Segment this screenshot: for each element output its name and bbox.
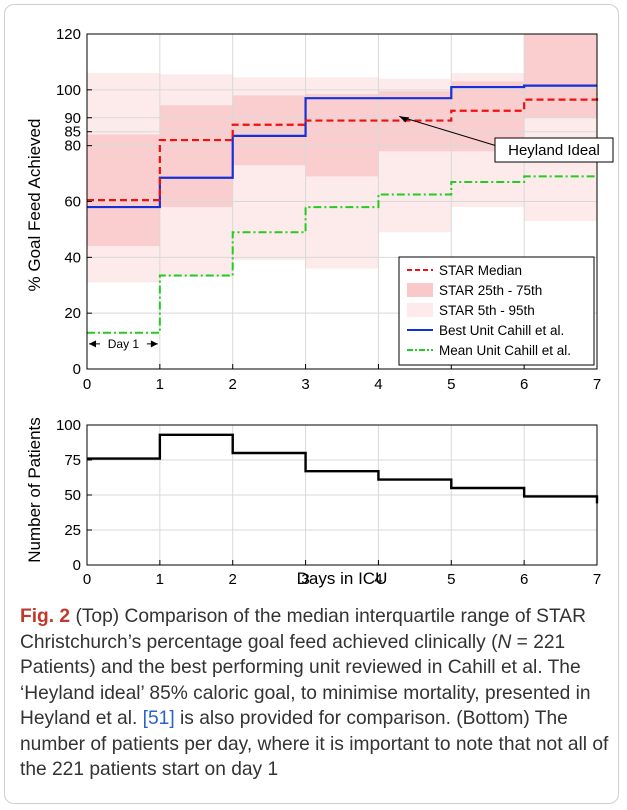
bottom-ytick-label-100: 100 xyxy=(56,417,81,434)
heyland-label-box xyxy=(494,137,614,163)
top-xtick-label-2: 2 xyxy=(229,376,237,393)
caption-label: Fig. 2 xyxy=(20,606,71,627)
top-xtick-label-3: 3 xyxy=(301,376,309,393)
bottom-ytick-label-0: 0 xyxy=(73,557,81,574)
series-number-of-patients xyxy=(87,433,599,504)
bottom-xtick-label-0: 0 xyxy=(83,571,91,588)
legend-label-mean-unit-cahill-et-al: Mean Unit Cahill et al. xyxy=(439,343,571,358)
top-ytick-label-40: 40 xyxy=(64,249,81,266)
caption-text-1: (Top) Comparison of the median interquar… xyxy=(20,606,586,653)
top-ytick-label-90: 90 xyxy=(64,110,81,127)
bottom-xtick-label-2: 2 xyxy=(229,571,237,588)
day1-label: Day 1 xyxy=(108,337,140,351)
legend-label-best-unit-cahill-et-al: Best Unit Cahill et al. xyxy=(439,323,564,338)
legend-label-star-25th-75th: STAR 25th - 75th xyxy=(439,283,542,298)
series-star-median xyxy=(87,94,599,202)
heyland-label: Heyland Ideal xyxy=(508,142,600,159)
series-mean-unit-cahill xyxy=(87,175,597,334)
top-ytick-label-80: 80 xyxy=(64,138,81,155)
top-ytick-label-0: 0 xyxy=(73,361,81,378)
legend-label-star-5th-95th: STAR 5th - 95th xyxy=(439,303,535,318)
series-best-unit-cahill xyxy=(87,84,597,209)
bottom-xlabel: Days in ICU xyxy=(297,569,388,588)
bottom-xtick-label-1: 1 xyxy=(156,571,164,588)
top-xtick-label-1: 1 xyxy=(156,376,164,393)
bottom-xtick-label-7: 7 xyxy=(593,571,601,588)
bottom-ytick-label-25: 25 xyxy=(64,522,81,539)
bottom-ytick-label-50: 50 xyxy=(64,487,81,504)
bottom-chart: 0 1 2 3 4 5 6 7 0 25 50 75 100 Number of Patients Da… xyxy=(25,417,601,588)
top-xtick-label-4: 4 xyxy=(374,376,382,393)
caption-n-variable: N xyxy=(497,631,512,653)
figure-caption: Fig. 2 (Top) Comparison of the median in… xyxy=(20,604,610,783)
top-ylabel: % Goal Feed Achieved xyxy=(25,119,44,292)
bottom-xtick-label-3: 3 xyxy=(301,571,309,588)
bottom-ytick-label-75: 75 xyxy=(64,452,81,469)
top-xtick-label-7: 7 xyxy=(593,376,601,393)
caption-text-3: is also provided for comparison. (Bottom… xyxy=(20,708,609,780)
bottom-xtick-label-4: 4 xyxy=(374,571,382,588)
day1-arrow-right-head xyxy=(150,340,158,348)
top-ytick-label-120: 120 xyxy=(56,26,81,43)
caption-reference-link[interactable]: [51] xyxy=(142,708,175,729)
band-25-75-day-3 xyxy=(305,94,379,177)
day1-arrow-left-head xyxy=(89,340,96,348)
band-25-75-day-0 xyxy=(87,134,160,247)
bottom-xtick-label-6: 6 xyxy=(520,571,528,588)
bottom-xtick-label-5: 5 xyxy=(447,571,455,588)
bottom-ylabel: Number of Patients xyxy=(25,417,44,563)
legend-label-star-median: STAR Median xyxy=(439,263,522,278)
band-25-75-day-1 xyxy=(159,105,233,208)
heyland-arrow-line xyxy=(399,115,498,147)
top-ytick-label-100: 100 xyxy=(56,82,81,99)
top-ytick-label-20: 20 xyxy=(64,305,81,322)
band-25-75-day-2 xyxy=(232,95,306,166)
top-xtick-label-6: 6 xyxy=(520,376,528,393)
legend-swatch-star-25th-75th xyxy=(407,283,433,297)
top-ytick-label-85: 85 xyxy=(64,124,81,141)
band-25-75-day-6 xyxy=(524,34,597,118)
top-xtick-label-0: 0 xyxy=(83,376,91,393)
heyland-arrow-head xyxy=(399,116,410,123)
top-xtick-label-5: 5 xyxy=(447,376,455,393)
caption-text-2: = 221 Patients) and the best performing … xyxy=(20,631,591,730)
legend-swatch-star-5th-95th xyxy=(407,303,433,317)
top-ytick-label-60: 60 xyxy=(64,194,81,211)
